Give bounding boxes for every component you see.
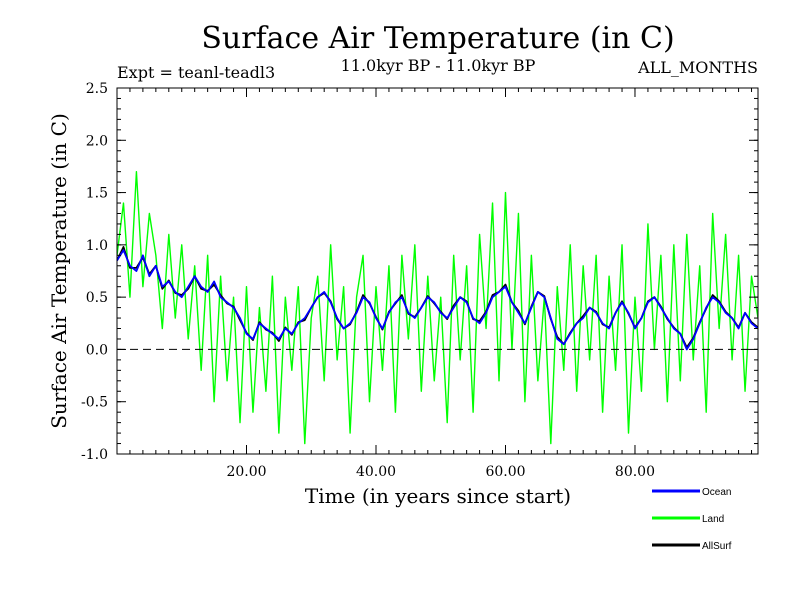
y-tick-label: -1.0 [81, 447, 108, 463]
months-label: ALL_MONTHS [637, 58, 758, 77]
legend-label-land: Land [702, 514, 724, 525]
x-axis-label: Time (in years since start) [305, 484, 571, 508]
y-tick-label: 2.5 [86, 81, 108, 97]
x-tick-label: 80.00 [615, 464, 655, 480]
y-tick-label: 0.5 [86, 290, 108, 306]
series-line-land [117, 170, 758, 445]
plot-frame [116, 87, 759, 455]
y-tick-label: 1.0 [86, 238, 108, 254]
y-tick-label: 0.0 [86, 342, 108, 358]
legend: Ocean Land AllSurf [652, 487, 732, 552]
y-tick-label: 2.0 [86, 133, 108, 149]
chart-title: Surface Air Temperature (in C) [201, 21, 674, 56]
y-axis-label: Surface Air Temperature (in C) [47, 113, 71, 429]
experiment-label: Expt = teanl-teadl3 [117, 63, 275, 82]
series-line-ocean [117, 249, 758, 351]
x-tick-label: 60.00 [485, 464, 525, 480]
y-tick-label: -0.5 [81, 395, 108, 411]
x-tick-label: 40.00 [356, 464, 396, 480]
y-tick-label: 1.5 [86, 186, 108, 202]
ticks-layer: -1.0 -0.5 0.0 0.5 1.0 1.5 2.0 2.5 20.00 40.00 60.0… [81, 81, 758, 480]
series-layer [117, 170, 758, 445]
time-range-label: 11.0kyr BP - 11.0kyr BP [341, 56, 536, 75]
x-tick-label: 20.00 [226, 464, 266, 480]
legend-label-allsurf: AllSurf [702, 541, 732, 552]
legend-label-ocean: Ocean [702, 487, 731, 498]
